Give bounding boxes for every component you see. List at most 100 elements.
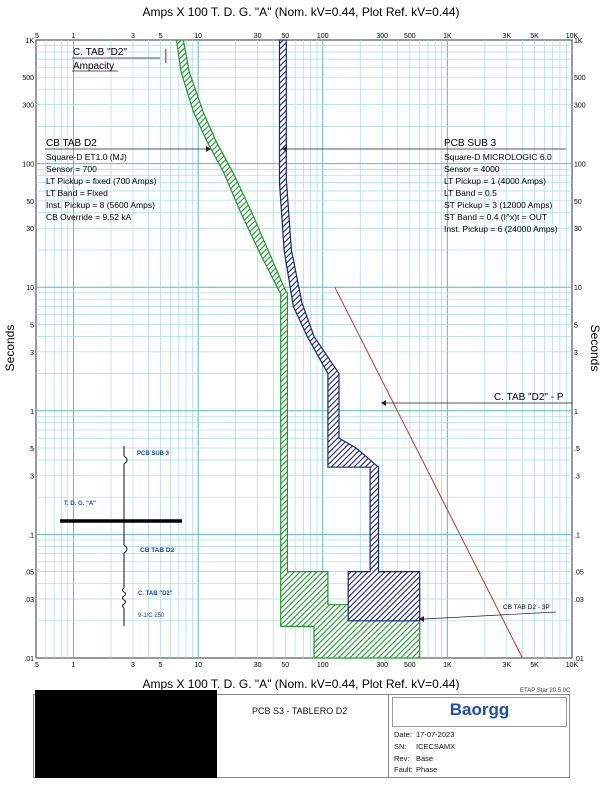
y-tick-label-left: .3: [28, 473, 34, 480]
y-tick-label-left: 300: [22, 103, 34, 110]
x-tick-label-bottom: 1: [72, 662, 76, 669]
y-tick-label-left: .03: [24, 597, 34, 604]
y-tick-label-left: 500: [22, 75, 34, 82]
y-tick-label-right: .3: [574, 473, 580, 480]
ol-cable-size: 9-1/C 250: [138, 613, 165, 619]
y-tick-label-right: 1: [574, 409, 578, 416]
x-tick-label-top: 3K: [503, 33, 512, 40]
pcb-arrow: [282, 146, 287, 152]
cb-3p-leader: [423, 611, 557, 620]
x-tick-label-bottom: 100: [317, 662, 329, 669]
ol-cable: C. TAB "D2": [138, 591, 173, 597]
info-fault: Fault: Phase: [394, 765, 437, 774]
x-tick-label-top: .5: [33, 33, 39, 40]
y-tick-label-left: 5: [30, 322, 34, 329]
plot-frame: [35, 39, 573, 659]
one-line-diagram: PCB SUB 3 T. D. G. "A" CB TAB D2 C. TAB "D2…: [60, 446, 182, 626]
x-tick-label-bottom: .5: [33, 662, 39, 669]
x-axis-label: Amps X 100 T. D. G. "A" (Nom. kV=0.44, P…: [142, 677, 459, 690]
cb-tab-line: LT Band = Fixed: [46, 188, 108, 198]
pcb-line: Square-D MICROLOGIC 6.0: [444, 152, 552, 162]
ol-pcb-sub3: PCB SUB 3: [137, 451, 170, 457]
y-tick-label-right: 100: [574, 162, 586, 169]
chart-curves: [165, 39, 523, 659]
y-tick-label-right: .01: [574, 656, 584, 663]
y-tick-label-right: 3: [574, 350, 578, 357]
cb-tab-line: CB Override = 9.52 kA: [46, 212, 132, 222]
y-tick-label-left: 3: [30, 350, 34, 357]
y-tick-label-right: 5: [574, 322, 578, 329]
cb-breaker-symbol: [123, 544, 128, 554]
y-tick-label-left: .01: [24, 656, 34, 663]
project-title: PCB S3 - TABLERO D2: [252, 706, 348, 716]
y-tick-label-left: 30: [26, 226, 34, 233]
sn-label: SN:: [394, 742, 407, 751]
cable-damage-line: [334, 286, 523, 659]
x-tick-label-top: 100: [317, 33, 329, 40]
x-tick-label-top: 5K: [530, 33, 539, 40]
cb-tab-line: Sensor = 700: [46, 164, 97, 174]
x-tick-label-top: 3: [131, 33, 135, 40]
redacted-block: [35, 690, 217, 778]
y-tick-label-right: 10: [574, 285, 582, 292]
y-tick-label-right: 1K: [574, 38, 583, 45]
x-tick-label-bottom: 10: [194, 662, 202, 669]
x-tick-label-bottom: 3: [131, 662, 135, 669]
ampacity-sub: Ampacity: [73, 61, 114, 72]
y-tick-label-right: 300: [574, 103, 586, 110]
info-rev: Rev: Base: [394, 754, 433, 763]
pcb-line: ST Band = 0.4 (I^x)t = OUT: [444, 212, 547, 222]
info-date: Date: 17-07-2023: [394, 730, 454, 739]
y-tick-label-left: .1: [28, 532, 34, 539]
chart-annotations: C. TAB "D2" Ampacity CB TAB D2 Square-D ET1…: [45, 47, 572, 622]
chart-tick-labels: .5 .5 1 1 3 3 5 5 10 10 30 30 50 50 100 100 300 300 500 500…: [22, 33, 585, 669]
y-tick-label-left: 10: [26, 285, 34, 292]
x-tick-label-bottom: 300: [376, 662, 388, 669]
x-tick-label-top: 1K: [443, 33, 452, 40]
info-sn: SN: ICECSAMX: [394, 742, 455, 751]
pcb-line: Sensor = 4000: [444, 164, 500, 174]
x-tick-label-top: 10: [194, 33, 202, 40]
ol-cb-tab: CB TAB D2: [140, 547, 175, 554]
cb-tab-title: CB TAB D2: [46, 138, 97, 149]
cb-tab-line: LT Pickup = fixed (700 Amps): [46, 176, 157, 186]
y-tick-label-left: 1K: [25, 38, 34, 45]
ampacity-title: C. TAB "D2": [73, 47, 127, 58]
cb-tab-arrow: [206, 146, 211, 152]
y-tick-label-right: .05: [574, 570, 584, 577]
ol-bus-label: T. D. G. "A": [64, 501, 96, 507]
y-tick-label-left: 50: [26, 199, 34, 206]
y-tick-label-left: 100: [22, 162, 34, 169]
x-tick-label-bottom: 1K: [443, 662, 452, 669]
y-tick-label-left: .5: [28, 446, 34, 453]
pcb-line: ST Pickup = 3 (12000 Amps): [444, 200, 552, 210]
pcb-breaker-symbol: [123, 455, 128, 465]
cb-tab-line: Inst. Pickup = 8 (5600 Amps): [46, 200, 155, 210]
cb-tab-line: Square-D ET1.0 (MJ): [46, 152, 127, 162]
etap-version: ETAP Star 20.5.0C: [520, 688, 571, 694]
company-logo: Baorgg: [449, 700, 510, 719]
pcb-sub3-band: [278, 39, 421, 622]
y-tick-label-left: .05: [24, 570, 34, 577]
date-label: Date:: [394, 730, 412, 739]
ctab-p-label: C. TAB "D2" - P: [494, 392, 564, 403]
y-axis-label-right: Seconds: [588, 325, 602, 372]
pcb-line: LT Band = 0.5: [444, 188, 497, 198]
fault-value: Phase: [416, 765, 438, 774]
sn-value: ICECSAMX: [416, 742, 456, 751]
pcb-line: Inst. Pickup = 6 (24000 Amps): [444, 224, 558, 234]
cable-symbol: [122, 587, 126, 609]
x-tick-label-bottom: 50: [281, 662, 289, 669]
cb-3p-label: CB TAB D2 - 3P: [503, 604, 550, 611]
x-tick-label-bottom: 5K: [530, 662, 539, 669]
x-tick-label-bottom: 5: [159, 662, 163, 669]
pcb-line: LT Pickup = 1 (4000 Amps): [444, 176, 546, 186]
x-tick-label-top: 50: [281, 33, 289, 40]
x-tick-label-bottom: 30: [254, 662, 262, 669]
title-block-divider: [388, 694, 389, 778]
y-tick-label-right: .1: [574, 532, 580, 539]
rev-value: Base: [416, 754, 434, 763]
ctab-p-arrow: [381, 400, 386, 406]
y-tick-label-right: .03: [574, 597, 584, 604]
rev-label: Rev:: [394, 754, 410, 763]
